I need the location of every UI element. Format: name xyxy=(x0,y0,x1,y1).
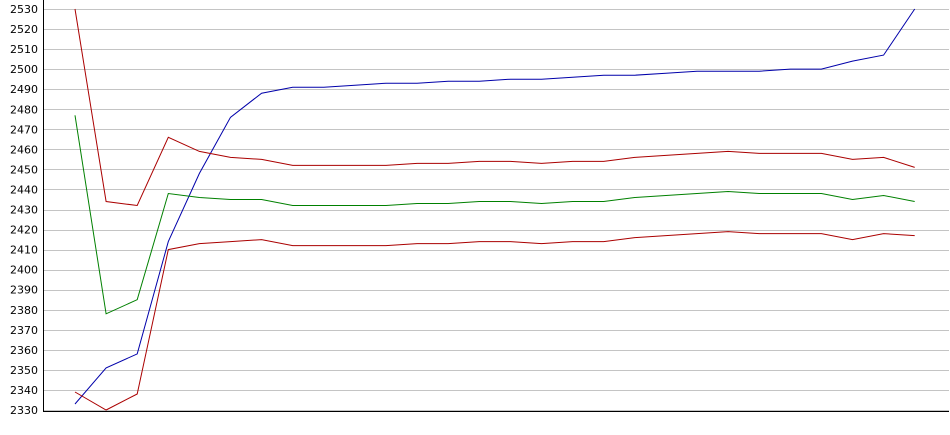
series-line-3 xyxy=(74,115,915,315)
series-lines xyxy=(74,8,916,411)
y-tick-label: 2350 xyxy=(10,364,38,377)
y-tick-label: 2380 xyxy=(10,304,38,317)
y-tick-label: 2400 xyxy=(10,264,38,277)
y-tick-label: 2450 xyxy=(10,163,38,176)
y-tick-label: 2490 xyxy=(10,83,38,96)
y-tick-label: 2360 xyxy=(10,344,38,357)
y-tick-label: 2370 xyxy=(10,324,38,337)
y-tick-label: 2390 xyxy=(10,284,38,297)
y-tick-label: 2470 xyxy=(10,123,38,136)
y-tick-label: 2330 xyxy=(10,404,38,417)
y-tick-label: 2480 xyxy=(10,103,38,116)
y-tick-label: 2440 xyxy=(10,183,38,196)
y-tick-label: 2410 xyxy=(10,244,38,257)
y-tick-label: 2510 xyxy=(10,43,38,56)
y-tick-label: 2430 xyxy=(10,204,38,217)
series-line-1 xyxy=(74,8,916,405)
y-tick-label: 2530 xyxy=(10,3,38,16)
y-tick-label: 2500 xyxy=(10,63,38,76)
y-tick-label: 2460 xyxy=(10,143,38,156)
series-line-2 xyxy=(74,8,915,207)
y-tick-label: 2340 xyxy=(10,384,38,397)
grid-lines xyxy=(43,9,949,411)
series-line-4 xyxy=(74,231,915,411)
y-tick-label: 2420 xyxy=(10,224,38,237)
y-tick-label: 2520 xyxy=(10,23,38,36)
y-axis-tick-labels: 2330 2340 2350 2360 2370 2380 2390 2400 2410 2420… xyxy=(10,3,38,417)
